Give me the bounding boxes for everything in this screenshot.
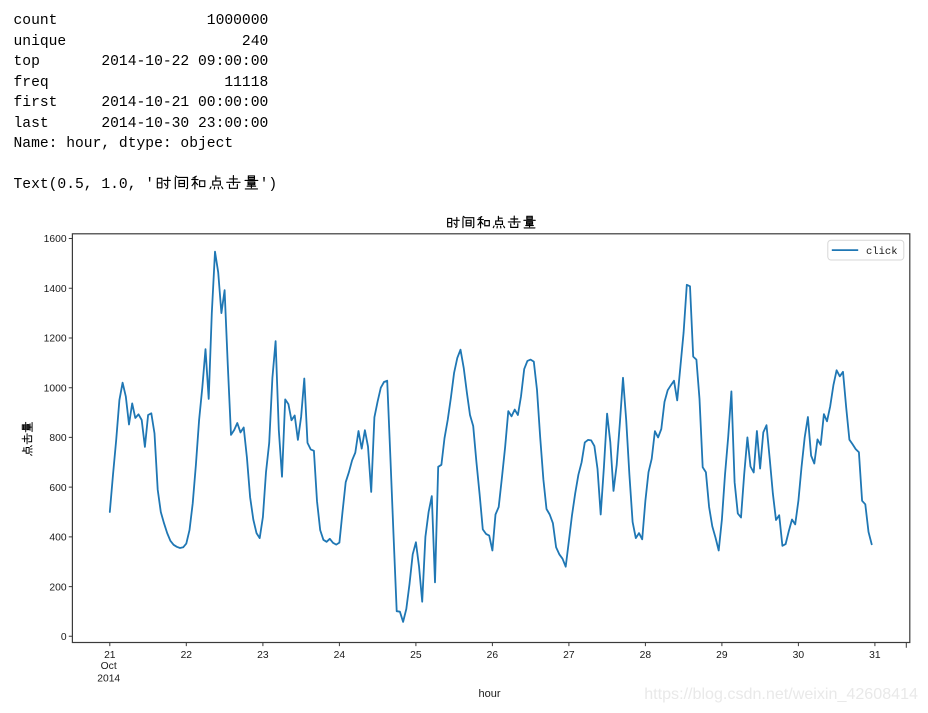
svg-text:26: 26 [487, 650, 499, 661]
svg-text:24: 24 [334, 650, 346, 661]
svg-text:27: 27 [563, 650, 575, 661]
svg-text:1200: 1200 [44, 334, 67, 345]
svg-text:Oct: Oct [101, 661, 117, 672]
svg-text:30: 30 [793, 650, 805, 661]
svg-text:400: 400 [49, 533, 66, 544]
svg-text:200: 200 [49, 582, 66, 593]
svg-text:22: 22 [181, 650, 193, 661]
svg-text:23: 23 [257, 650, 269, 661]
svg-text:https://blog.csdn.net/weixin_4: https://blog.csdn.net/weixin_42608414 [644, 685, 918, 703]
svg-text:29: 29 [716, 650, 728, 661]
svg-text:1400: 1400 [44, 284, 67, 295]
svg-text:31: 31 [869, 650, 881, 661]
svg-text:21: 21 [104, 650, 116, 661]
svg-text:hour: hour [478, 688, 500, 700]
svg-text:click: click [866, 246, 898, 258]
svg-text:2014: 2014 [97, 673, 120, 684]
svg-text:25: 25 [410, 650, 422, 661]
svg-text:1600: 1600 [44, 234, 67, 245]
svg-text:0: 0 [61, 632, 67, 643]
svg-text:28: 28 [640, 650, 652, 661]
svg-text:800: 800 [49, 433, 66, 444]
svg-text:600: 600 [49, 483, 66, 494]
svg-text:1000: 1000 [44, 383, 67, 394]
